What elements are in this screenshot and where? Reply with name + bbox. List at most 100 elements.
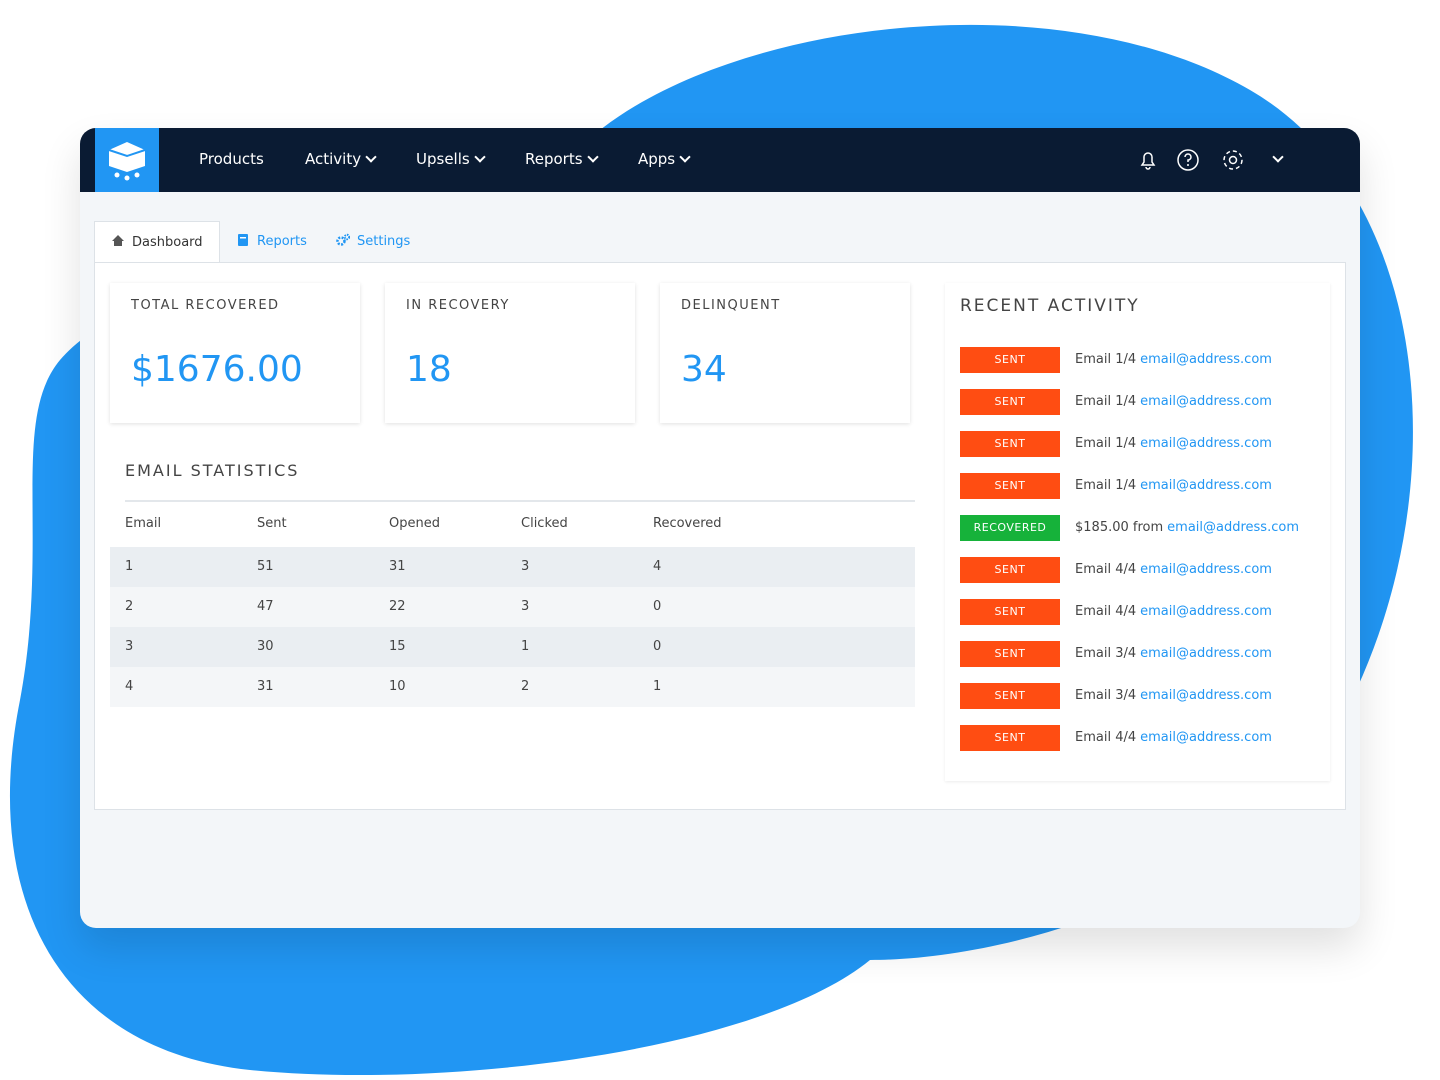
app-window: Products Activity Upsells Reports Apps Dashb…: [80, 128, 1360, 928]
status-badge: SENT: [960, 725, 1060, 751]
logo-wheel: [134, 172, 140, 178]
table-cell: 3: [125, 639, 134, 654]
logo-icon: [108, 142, 146, 181]
dashboard-panel: TOTAL RECOVERED $1676.00 IN RECOVERY 18 DELI…: [94, 262, 1346, 810]
table-cell: 4: [125, 679, 134, 694]
email-link[interactable]: email@address.com: [1140, 352, 1272, 367]
email-link[interactable]: email@address.com: [1140, 604, 1272, 619]
stat-card: DELINQUENT 34: [660, 283, 910, 423]
caret: [474, 151, 486, 163]
email-link[interactable]: email@address.com: [1140, 730, 1272, 745]
tab[interactable]: Settings: [336, 221, 410, 262]
bell-icon[interactable]: [1136, 148, 1160, 172]
email-link[interactable]: email@address.com: [1140, 688, 1272, 703]
table-cell: 2: [125, 599, 134, 614]
table-cell: 30: [257, 639, 274, 654]
section-title: RECENT ACTIVITY: [960, 296, 1140, 316]
nav-label: Apps: [638, 150, 676, 168]
email-link[interactable]: email@address.com: [1140, 646, 1272, 661]
activity-text: Email 1/4 email@address.com: [1075, 431, 1272, 457]
activity-text: $185.00 from email@address.com: [1075, 515, 1299, 541]
caret: [586, 151, 599, 163]
status-badge: SENT: [960, 473, 1060, 499]
logo-wheel: [114, 172, 120, 178]
status-badge: SENT: [960, 431, 1060, 457]
caret: [365, 151, 377, 163]
nav-label: Activity: [305, 150, 362, 168]
activity-description: $185.00 from: [1075, 520, 1164, 535]
activity-text: Email 4/4 email@address.com: [1075, 557, 1272, 583]
table-row: [110, 667, 915, 707]
divider: [125, 500, 915, 502]
nav-label: Reports: [525, 150, 583, 168]
stat-card: IN RECOVERY 18: [385, 283, 635, 423]
tab-icon: [336, 233, 351, 246]
tab[interactable]: Dashboard: [94, 221, 220, 263]
email-link[interactable]: email@address.com: [1167, 520, 1299, 535]
table-row: [110, 587, 915, 627]
activity-description: Email 1/4: [1075, 352, 1137, 367]
status-badge: SENT: [960, 683, 1060, 709]
activity-description: Email 1/4: [1075, 436, 1137, 451]
stat-label: TOTAL RECOVERED: [131, 298, 280, 313]
status-badge: RECOVERED: [960, 515, 1060, 541]
status-badge: SENT: [960, 599, 1060, 625]
email-link[interactable]: email@address.com: [1140, 436, 1272, 451]
email-link[interactable]: email@address.com: [1140, 394, 1272, 409]
stat-label: IN RECOVERY: [406, 298, 510, 313]
table-cell: 0: [653, 599, 662, 614]
table-cell: 0: [653, 639, 662, 654]
table-cell: 47: [257, 599, 274, 614]
settings-icon[interactable]: [1221, 148, 1245, 172]
table-cell: 4: [653, 559, 662, 574]
table-cell: 3: [521, 559, 530, 574]
nav-item[interactable]: Apps: [638, 150, 691, 168]
activity-description: Email 4/4: [1075, 730, 1137, 745]
table-cell: 15: [389, 639, 406, 654]
activity-description: Email 1/4: [1075, 478, 1137, 493]
tab-label: Dashboard: [132, 235, 203, 250]
email-link[interactable]: email@address.com: [1140, 562, 1272, 577]
recent-activity: RECENT ACTIVITY SENT Email 1/4 email@addre…: [945, 283, 1330, 781]
activity-text: Email 4/4 email@address.com: [1075, 599, 1272, 625]
nav-label: Upsells: [416, 150, 470, 168]
table-cell: 3: [521, 599, 530, 614]
help-icon[interactable]: [1176, 148, 1200, 172]
status-badge: SENT: [960, 347, 1060, 373]
tab-icon: [238, 234, 248, 246]
account-menu[interactable]: [1268, 150, 1284, 168]
table-cell: 51: [257, 559, 274, 574]
stat-value: 18: [406, 349, 452, 390]
table-cell: 10: [389, 679, 406, 694]
tab-label: Settings: [357, 234, 411, 249]
column-header: Opened: [389, 516, 440, 531]
table-row: [110, 627, 915, 667]
activity-description: Email 4/4: [1075, 562, 1137, 577]
column-header: Email: [125, 516, 162, 531]
column-header: Sent: [257, 516, 287, 531]
stat-label: DELINQUENT: [681, 298, 781, 313]
activity-text: Email 1/4 email@address.com: [1075, 473, 1272, 499]
table-cell: 1: [125, 559, 134, 574]
nav-label: Products: [199, 150, 264, 168]
nav-item[interactable]: Products: [199, 150, 264, 168]
activity-description: Email 1/4: [1075, 394, 1137, 409]
activity-text: Email 1/4 email@address.com: [1075, 347, 1272, 373]
activity-text: Email 4/4 email@address.com: [1075, 725, 1272, 751]
nav-item[interactable]: Activity: [305, 150, 377, 168]
activity-description: Email 4/4: [1075, 604, 1137, 619]
table-cell: 1: [653, 679, 662, 694]
status-badge: SENT: [960, 389, 1060, 415]
logo[interactable]: [95, 128, 159, 192]
nav-item[interactable]: Reports: [525, 150, 599, 168]
table-cell: 31: [389, 559, 406, 574]
tab[interactable]: Reports: [236, 221, 307, 262]
logo-line: [108, 149, 146, 158]
email-link[interactable]: email@address.com: [1140, 478, 1272, 493]
table-cell: 22: [389, 599, 406, 614]
status-badge: SENT: [960, 557, 1060, 583]
table-cell: 31: [257, 679, 274, 694]
nav-item[interactable]: Upsells: [416, 150, 486, 168]
